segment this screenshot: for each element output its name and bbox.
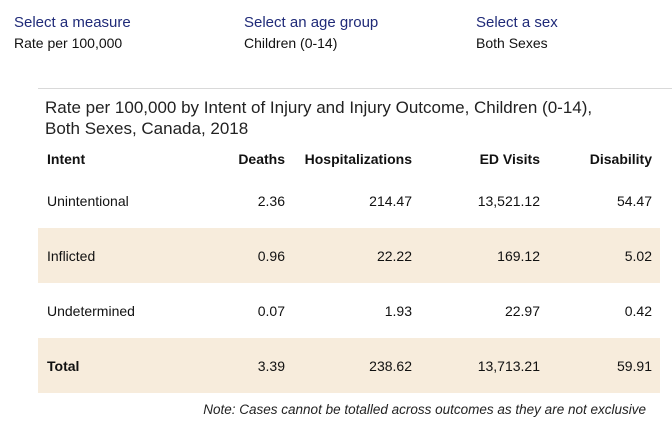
cell-intent: Undetermined (47, 302, 135, 319)
cell-disability: 5.02 (542, 228, 660, 283)
table-title-line-1: Rate per 100,000 by Intent of Injury and… (45, 98, 593, 117)
injury-table: Intent Deaths Hospitalizations ED Visits… (38, 145, 660, 393)
table-card (38, 88, 672, 434)
measure-selector[interactable]: Select a measure Rate per 100,000 (14, 14, 131, 52)
cell-disability: 0.42 (624, 302, 652, 319)
cell-ed-visits: 13,521.12 (477, 192, 540, 209)
measure-selector-label: Select a measure (14, 14, 131, 31)
sex-selector-value[interactable]: Both Sexes (476, 35, 548, 51)
cell-deaths: 2.36 (257, 192, 285, 209)
cell-ed-visits: 13,713.21 (415, 338, 542, 393)
cell-deaths: 0.96 (197, 228, 287, 283)
age-group-selector-label: Select an age group (244, 14, 379, 31)
age-group-selector[interactable]: Select an age group Children (0-14) (244, 14, 378, 52)
table-note: Note: Cases cannot be totalled across ou… (203, 402, 646, 417)
table-row: Unintentional 2.36 214.47 13,521.12 54.4… (38, 173, 660, 228)
cell-ed-visits: 169.12 (415, 228, 542, 283)
sex-selector[interactable]: Select a sex Both Sexes (476, 14, 558, 52)
table-header-row: Intent Deaths Hospitalizations ED Visits… (38, 145, 660, 173)
table-row: Inflicted 0.96 22.22 169.12 5.02 (38, 228, 660, 283)
cell-deaths: 0.07 (257, 302, 285, 319)
cell-hospitalizations: 238.62 (287, 338, 415, 393)
sex-selector-label: Select a sex (476, 14, 558, 31)
cell-disability: 54.47 (616, 192, 652, 209)
cell-deaths: 3.39 (197, 338, 287, 393)
age-group-selector-value[interactable]: Children (0-14) (244, 35, 338, 51)
cell-intent: Total (38, 338, 197, 393)
header-hospitalizations: Hospitalizations (304, 151, 412, 167)
table-row-total: Total 3.39 238.62 13,713.21 59.91 (38, 338, 660, 393)
cell-hospitalizations: 1.93 (384, 302, 412, 319)
table-title-line-2: Both Sexes, Canada, 2018 (45, 119, 249, 138)
cell-disability: 59.91 (542, 338, 660, 393)
cell-intent: Unintentional (47, 192, 129, 209)
header-deaths: Deaths (238, 151, 285, 167)
cell-intent: Inflicted (38, 228, 197, 283)
measure-selector-value[interactable]: Rate per 100,000 (14, 35, 123, 51)
header-disability: Disability (589, 151, 652, 167)
cell-hospitalizations: 214.47 (369, 192, 412, 209)
table-row: Undetermined 0.07 1.93 22.97 0.42 (38, 283, 660, 338)
cell-hospitalizations: 22.22 (287, 228, 415, 283)
header-ed-visits: ED Visits (479, 151, 540, 167)
header-intent: Intent (47, 151, 86, 167)
table-title: Rate per 100,000 by Intent of Injury and… (45, 97, 645, 139)
cell-ed-visits: 22.97 (504, 302, 540, 319)
